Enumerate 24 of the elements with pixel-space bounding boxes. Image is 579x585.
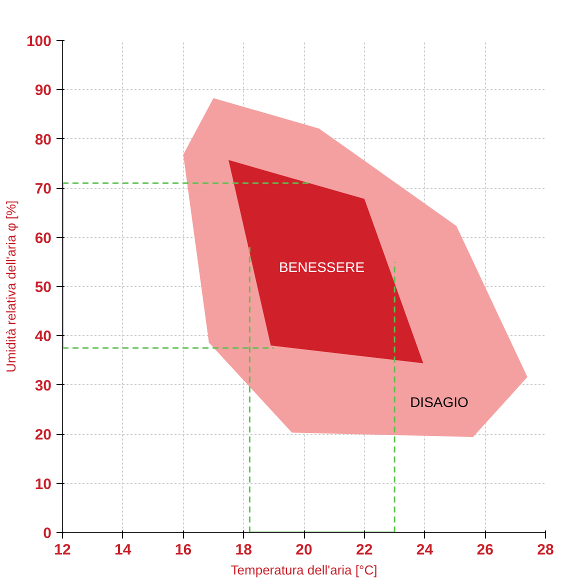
x-tick-label: 28 <box>537 542 554 558</box>
y-tick-label: 70 <box>34 180 52 198</box>
y-tick-label: 30 <box>34 377 52 394</box>
x-tick-label: 14 <box>114 542 132 558</box>
y-tick-label: 0 <box>43 525 52 542</box>
x-tick-label: 22 <box>356 542 373 558</box>
y-tick-label: 90 <box>34 82 52 100</box>
y-tick-label: 20 <box>34 426 52 444</box>
x-tick-label: 18 <box>235 542 252 558</box>
x-tick-label: 20 <box>296 542 312 558</box>
y-axis-title: Umidità relativa dell'aria φ [%] <box>3 200 18 373</box>
x-tick-label: 26 <box>476 542 494 558</box>
annotation: DISAGIO <box>410 394 469 410</box>
y-tick-label: 80 <box>34 131 52 148</box>
x-axis-title: Temperatura dell'aria [°C] <box>230 562 378 578</box>
x-tick-label: 12 <box>54 542 71 558</box>
y-tick-label: 60 <box>34 230 52 247</box>
y-tick-label: 100 <box>26 33 52 50</box>
y-tick-label: 50 <box>34 279 52 296</box>
annotation: BENESSERE <box>278 258 365 275</box>
x-tick-label: 24 <box>416 542 434 558</box>
y-tick-label: 10 <box>34 476 52 493</box>
y-tick-label: 40 <box>34 328 52 346</box>
x-tick-label: 16 <box>174 542 192 558</box>
